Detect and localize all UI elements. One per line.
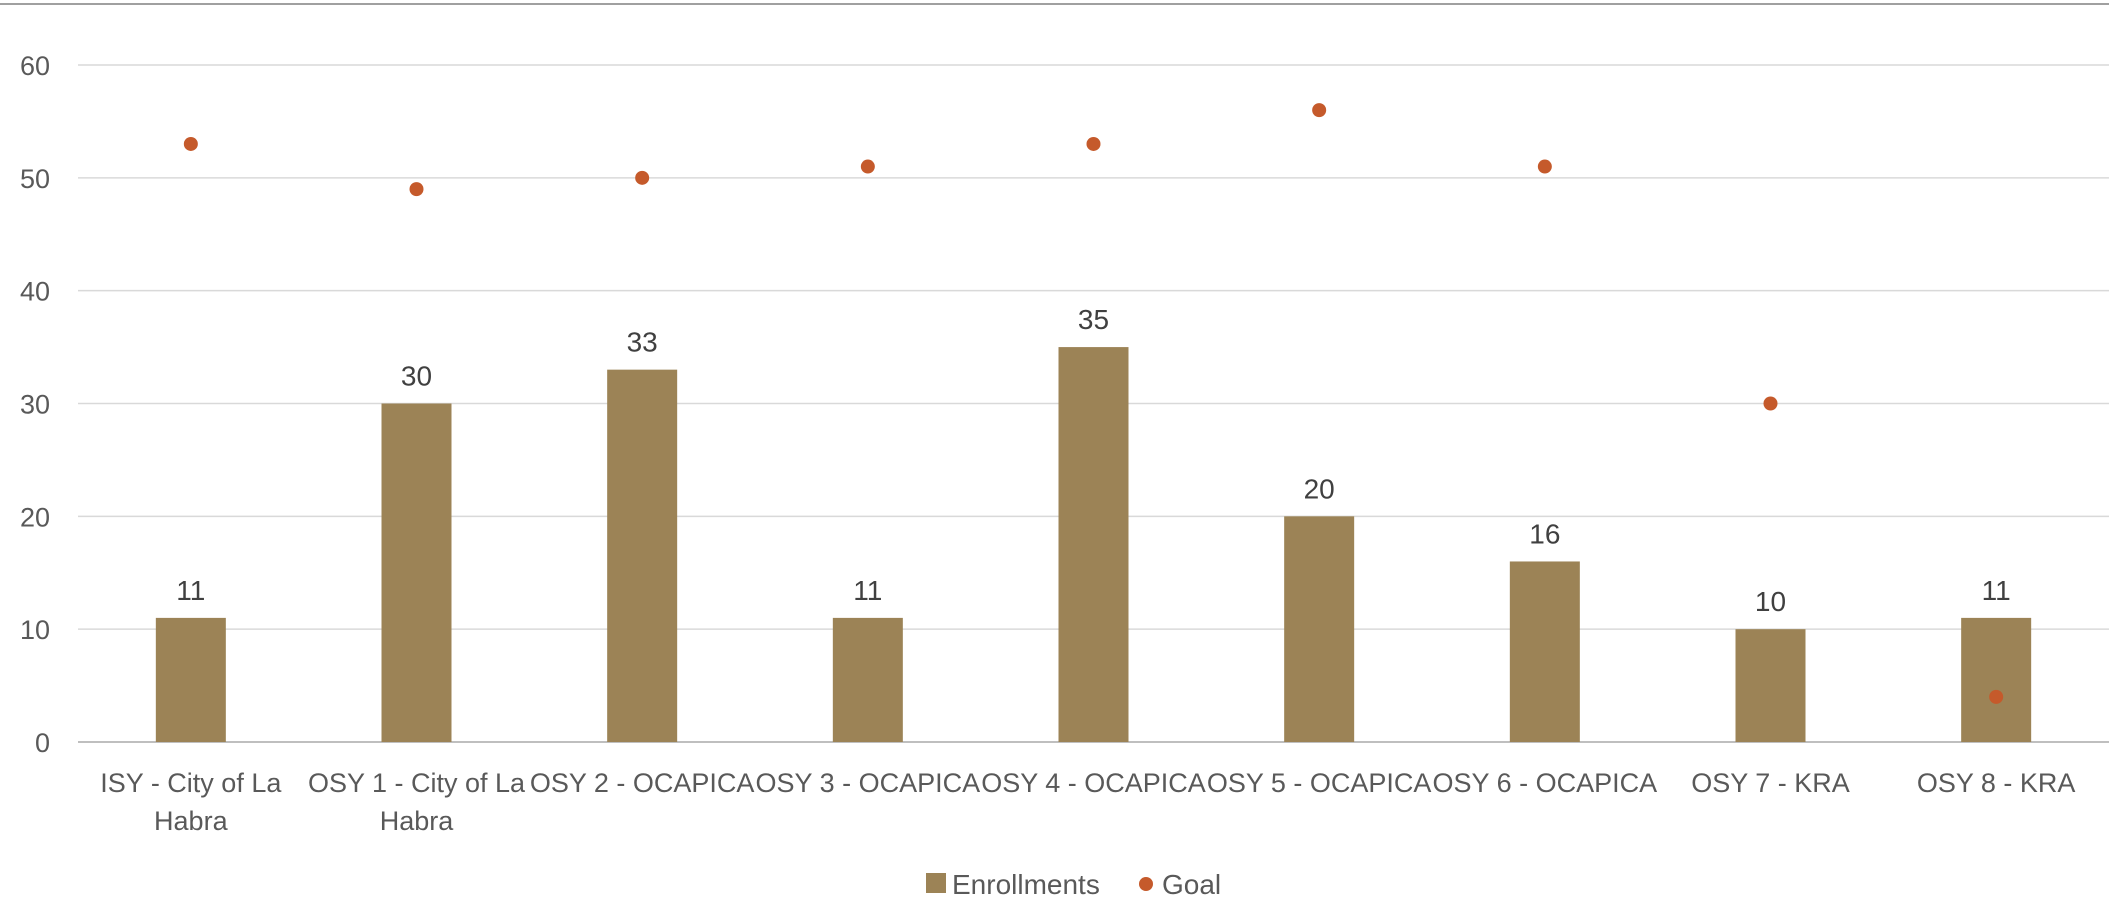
y-tick-label: 20 bbox=[20, 502, 50, 532]
goal-point bbox=[1086, 136, 1101, 151]
goal-point bbox=[1537, 159, 1552, 174]
enrollments-bar bbox=[607, 369, 678, 742]
x-category-label: OSY 8 - KRA bbox=[1917, 768, 2076, 798]
x-category-label: OSY 3 - OCAPICA bbox=[756, 768, 981, 798]
goal-point bbox=[1312, 103, 1327, 118]
x-category-label: OSY 4 - OCAPICA bbox=[981, 768, 1206, 798]
goal-point bbox=[1989, 689, 2004, 704]
x-category-label: OSY 2 - OCAPICA bbox=[530, 768, 755, 798]
enrollments-bar bbox=[1961, 617, 2032, 742]
y-axis-tick-labels: 0 10 20 30 40 50 60 bbox=[20, 51, 50, 758]
y-tick-label: 30 bbox=[20, 390, 50, 420]
enrollments-data-label: 16 bbox=[1529, 518, 1560, 549]
enrollments-bar bbox=[155, 617, 226, 742]
y-tick-label: 0 bbox=[35, 728, 50, 758]
enrollments-bar bbox=[832, 617, 903, 742]
x-category-label: OSY 7 - KRA bbox=[1691, 768, 1850, 798]
enrollments-data-labels: 11 30 33 11 35 20 16 10 11 bbox=[176, 304, 2010, 617]
goal-point bbox=[183, 136, 198, 151]
legend-swatch-enrollments bbox=[926, 873, 946, 893]
x-category-label: OSY 1 - City of La Habra bbox=[308, 768, 526, 836]
enrollments-data-label: 20 bbox=[1304, 473, 1335, 504]
legend-marker-goal bbox=[1139, 877, 1153, 891]
enrollments-data-label: 10 bbox=[1755, 586, 1786, 617]
x-axis-category-labels: ISY - City of La Habra OSY 1 - City of La H… bbox=[100, 768, 2075, 836]
enrollments-bar bbox=[1509, 561, 1580, 742]
enrollments-data-label: 35 bbox=[1078, 304, 1109, 335]
legend: Enrollments Goal bbox=[926, 869, 1221, 900]
enrollments-data-label: 30 bbox=[401, 361, 432, 392]
enrollments-data-label: 11 bbox=[853, 575, 882, 606]
legend-label-enrollments: Enrollments bbox=[952, 869, 1100, 900]
enrollments-data-label: 11 bbox=[1982, 575, 2011, 606]
x-category-label: OSY 5 - OCAPICA bbox=[1207, 768, 1432, 798]
enrollments-data-label: 33 bbox=[627, 327, 658, 358]
goal-point bbox=[860, 159, 875, 174]
enrollments-bar bbox=[381, 403, 452, 742]
enrollments-bar bbox=[1284, 516, 1355, 742]
legend-label-goal: Goal bbox=[1162, 869, 1221, 900]
y-tick-label: 40 bbox=[20, 277, 50, 307]
x-category-label: ISY - City of La Habra bbox=[100, 768, 282, 836]
enrollments-bars bbox=[155, 347, 2032, 742]
enrollments-bar bbox=[1058, 347, 1129, 742]
x-category-label: OSY 6 - OCAPICA bbox=[1433, 768, 1658, 798]
goal-point bbox=[1763, 396, 1778, 411]
enrollments-data-label: 11 bbox=[176, 575, 205, 606]
goal-point bbox=[409, 182, 424, 197]
y-tick-label: 10 bbox=[20, 615, 50, 645]
y-tick-label: 60 bbox=[20, 51, 50, 81]
goal-point bbox=[635, 170, 650, 185]
goal-points bbox=[183, 103, 2004, 704]
enrollments-bar bbox=[1735, 629, 1806, 742]
y-tick-label: 50 bbox=[20, 164, 50, 194]
